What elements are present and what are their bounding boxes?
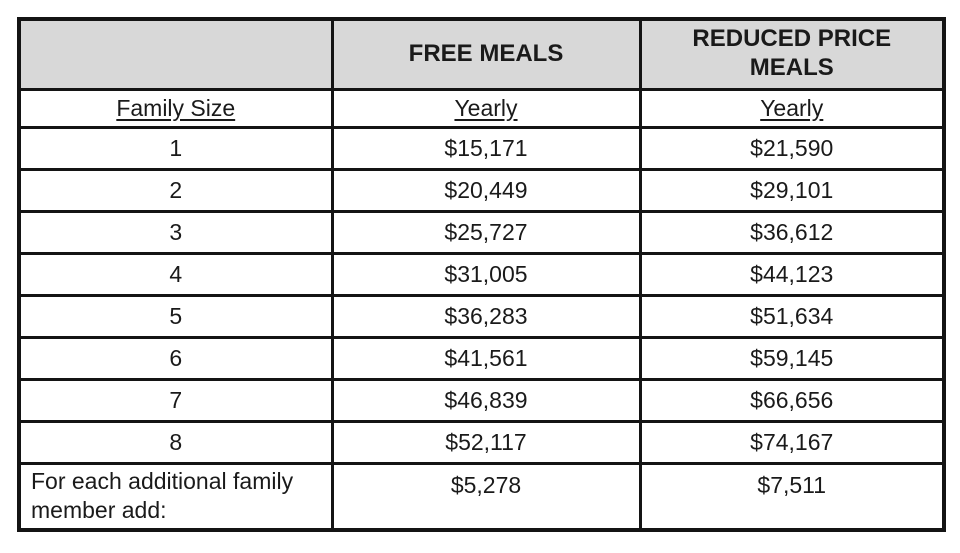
reduced-yearly-cell: $36,612 — [638, 209, 946, 255]
subheader-family-size-cell: Family Size — [17, 87, 334, 129]
header-cell-reduced-price-meals: REDUCED PRICE MEALS — [638, 17, 946, 91]
subheader-row: Family Size Yearly Yearly — [17, 87, 946, 129]
family-size-cell: 4 — [17, 251, 334, 297]
reduced-yearly-label: Yearly — [760, 94, 824, 121]
table-row: 7 $46,839 $66,656 — [17, 377, 946, 423]
reduced-yearly-cell: $74,167 — [638, 419, 946, 465]
header-free-meals-label: FREE MEALS — [408, 39, 564, 67]
table-row: 8 $52,117 $74,167 — [17, 419, 946, 465]
family-size-label: Family Size — [116, 94, 236, 121]
column-header-row: FREE MEALS REDUCED PRICE MEALS — [17, 17, 946, 91]
additional-member-label: For each additional family member add: — [17, 461, 334, 532]
header-cell-empty — [17, 17, 334, 91]
family-size-cell: 1 — [17, 125, 334, 171]
header-cell-free-meals: FREE MEALS — [330, 17, 642, 91]
reduced-yearly-cell: $59,145 — [638, 335, 946, 381]
additional-member-row: For each additional family member add: $… — [17, 461, 946, 532]
reduced-yearly-cell: $44,123 — [638, 251, 946, 297]
family-size-cell: 8 — [17, 419, 334, 465]
reduced-yearly-cell: $21,590 — [638, 125, 946, 171]
additional-member-free-value: $5,278 — [330, 461, 642, 532]
table-row: 1 $15,171 $21,590 — [17, 125, 946, 171]
free-yearly-cell: $41,561 — [330, 335, 642, 381]
family-size-cell: 2 — [17, 167, 334, 213]
reduced-yearly-cell: $51,634 — [638, 293, 946, 339]
free-yearly-cell: $52,117 — [330, 419, 642, 465]
table-row: 6 $41,561 $59,145 — [17, 335, 946, 381]
subheader-reduced-yearly-cell: Yearly — [638, 87, 946, 129]
reduced-yearly-cell: $29,101 — [638, 167, 946, 213]
family-size-cell: 3 — [17, 209, 334, 255]
free-yearly-cell: $15,171 — [330, 125, 642, 171]
free-yearly-label: Yearly — [454, 94, 518, 121]
family-size-cell: 6 — [17, 335, 334, 381]
header-reduced-price-meals-label: REDUCED PRICE MEALS — [692, 25, 892, 82]
additional-member-reduced-value: $7,511 — [638, 461, 946, 532]
free-yearly-cell: $31,005 — [330, 251, 642, 297]
income-eligibility-table: FREE MEALS REDUCED PRICE MEALS Family Si… — [17, 17, 946, 533]
free-yearly-cell: $20,449 — [330, 167, 642, 213]
table-row: 3 $25,727 $36,612 — [17, 209, 946, 255]
free-yearly-cell: $25,727 — [330, 209, 642, 255]
table-row: 2 $20,449 $29,101 — [17, 167, 946, 213]
free-yearly-cell: $36,283 — [330, 293, 642, 339]
table-row: 5 $36,283 $51,634 — [17, 293, 946, 339]
family-size-cell: 7 — [17, 377, 334, 423]
subheader-free-yearly-cell: Yearly — [330, 87, 642, 129]
family-size-cell: 5 — [17, 293, 334, 339]
reduced-yearly-cell: $66,656 — [638, 377, 946, 423]
table-row: 4 $31,005 $44,123 — [17, 251, 946, 297]
free-yearly-cell: $46,839 — [330, 377, 642, 423]
